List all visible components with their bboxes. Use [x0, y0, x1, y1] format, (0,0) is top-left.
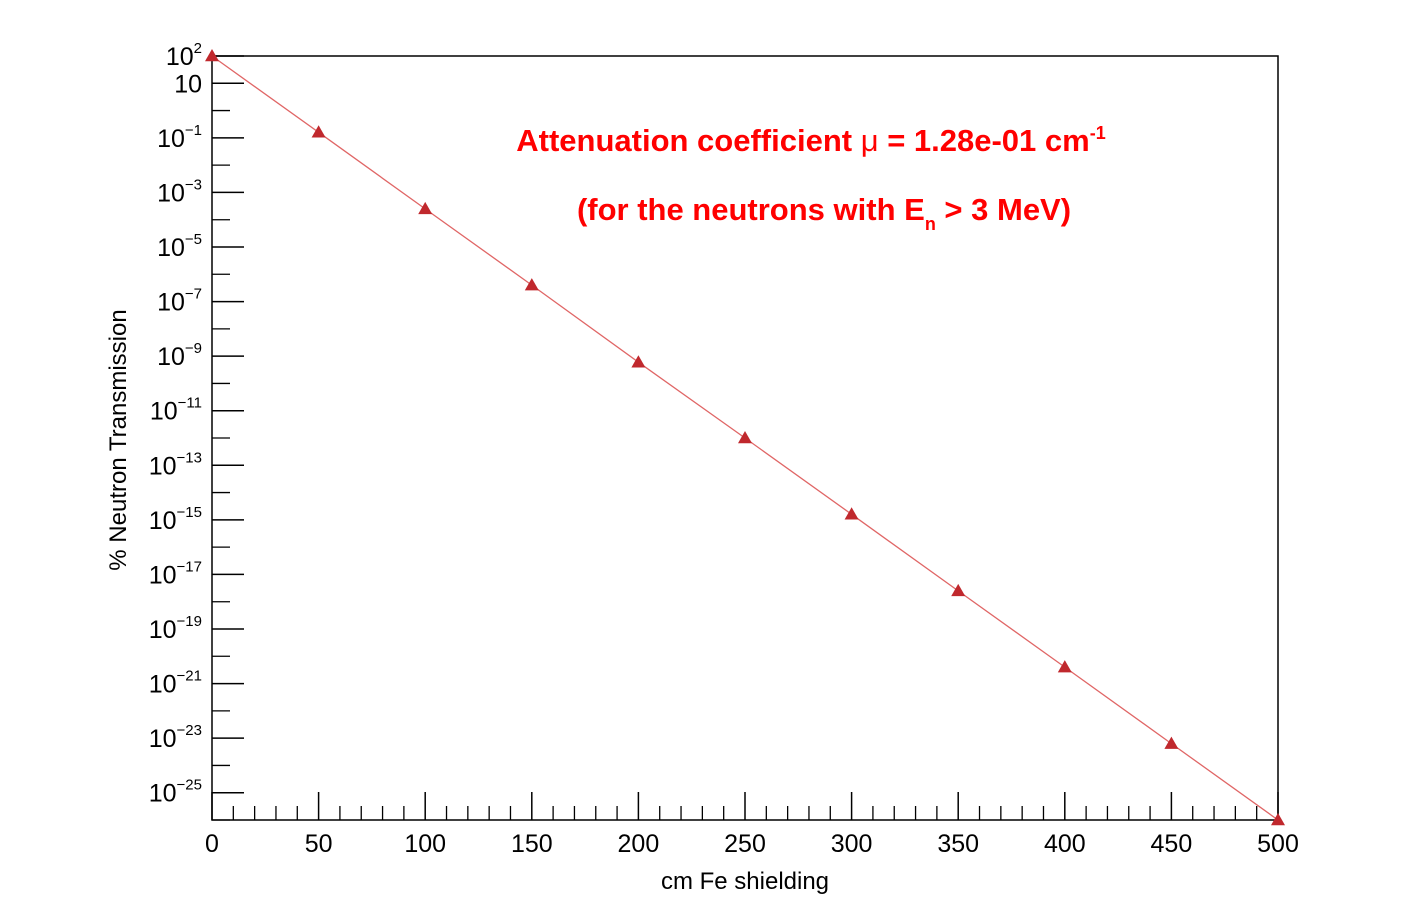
data-point [951, 583, 966, 597]
x-axis: 0 50 100 150 200 250 300 350 400 450 500 [205, 792, 1299, 858]
y-tick-label: 10−25 [149, 777, 202, 808]
data-point [418, 201, 433, 215]
annotation-coefficient: Attenuation coefficient μ = 1.28e-01 cm-… [516, 123, 1105, 158]
y-tick-label: 10−23 [149, 722, 202, 753]
data-point [844, 507, 859, 520]
x-tick-label: 500 [1257, 830, 1299, 858]
y-tick-label: 10−1 [157, 122, 202, 153]
data-point [631, 355, 646, 368]
data-point [1164, 736, 1179, 749]
y-tick-label: 10−5 [157, 231, 202, 262]
x-tick-label: 250 [724, 830, 766, 858]
minor-ticks [212, 109, 1258, 821]
x-tick-label: 200 [618, 830, 660, 858]
data-point [738, 431, 752, 444]
y-tick-label: 10−3 [157, 176, 202, 207]
x-tick-label: 50 [305, 830, 333, 858]
x-tick-label: 300 [831, 830, 873, 858]
data-point [1271, 813, 1285, 826]
x-axis-title: cm Fe shielding [661, 868, 829, 895]
y-tick-label: 10−21 [149, 668, 202, 699]
data-point [524, 278, 539, 291]
y-tick-label: 10−7 [157, 286, 202, 317]
y-tick-label: 102 [166, 40, 202, 71]
x-tick-label: 150 [511, 830, 553, 858]
y-axis-title: % Neutron Transmission [105, 309, 132, 570]
data-point [205, 49, 219, 62]
y-tick-label: 10 [174, 70, 202, 98]
annotation-condition: (for the neutrons with En > 3 MeV) [577, 192, 1071, 234]
x-tick-label: 0 [205, 830, 219, 858]
y-tick-label: 10−11 [150, 395, 202, 426]
data-point [311, 125, 326, 138]
x-tick-label: 400 [1044, 830, 1086, 858]
x-tick-label: 100 [404, 830, 446, 858]
y-tick-label: 10−13 [149, 449, 202, 480]
y-tick-label: 10−9 [157, 340, 202, 371]
y-tick-label: 10−17 [149, 558, 202, 589]
x-tick-label: 450 [1151, 830, 1193, 858]
y-tick-label: 10−19 [149, 613, 202, 644]
x-tick-label: 350 [937, 830, 979, 858]
y-tick-label: 10−15 [149, 504, 202, 535]
data-point [1057, 660, 1072, 673]
data-points [205, 49, 1285, 826]
